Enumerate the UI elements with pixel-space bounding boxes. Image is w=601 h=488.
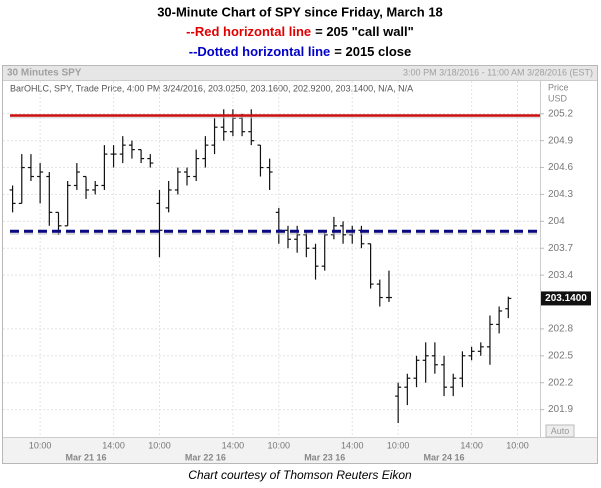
y-tick-label: 203.7 [548,243,573,254]
subtitle-highlight: --Dotted horizontal line [189,44,331,59]
y-axis-label: Price [548,82,569,92]
subtitle-highlight: --Red horizontal line [186,24,311,39]
x-tick-label: 10:00 [387,440,410,450]
subtitle-rest: = 2015 close [334,44,411,59]
y-tick-label: 202.8 [548,324,573,335]
grid [3,81,540,437]
subtitle: --Red horizontal line = 205 "call wall" [186,24,414,39]
y-tick-label: 204.3 [548,189,573,200]
auto-button[interactable] [545,424,575,438]
x-tick-label: 10:00 [506,440,529,450]
chart-title: 30-Minute Chart of SPY since Friday, Mar… [157,4,443,19]
x-tick-label: 14:00 [460,440,483,450]
x-tick-label: 14:00 [102,440,125,450]
x-date-label: Mar 23 16 [304,452,345,462]
last-price-label: 203.1400 [545,293,587,304]
last-price-box [541,291,591,306]
y-tick-label: 205.2 [548,108,573,119]
marks [9,109,512,424]
y-tick-label: 202.2 [548,377,573,388]
y-tick-label: 204.9 [548,135,573,146]
range-label: 3:00 PM 3/18/2016 - 11:00 AM 3/28/2016 (… [403,67,593,77]
panel-title: 30 Minutes SPY [7,68,82,79]
y-axis-label: USD [548,93,568,103]
subtitle-rest: = 205 "call wall" [315,24,414,39]
y-tick-label: 203.4 [548,270,573,281]
y-tick-label: 201.9 [548,404,573,415]
x-date-label: Mar 21 16 [66,452,107,462]
y-tick-label: 204 [548,216,565,227]
auto-button-label[interactable]: Auto [551,426,570,436]
x-tick-label: 10:00 [148,440,171,450]
x-axis-band [3,437,597,463]
panel-header [3,66,597,80]
legend-text: BarOHLC, SPY, Trade Price, 4:00 PM 3/24/… [10,83,413,93]
x-tick-label: 14:00 [222,440,245,450]
y-tick-label: 202.5 [548,350,573,361]
x-date-label: Mar 22 16 [185,452,226,462]
subtitle: --Dotted horizontal line = 2015 close [189,44,412,59]
x-tick-label: 14:00 [341,440,364,450]
x-tick-label: 10:00 [29,440,52,450]
y-tick-label: 204.6 [548,162,573,173]
chart-frame [2,65,598,464]
footer: Chart courtesy of Thomson Reuters Eikon [188,468,412,482]
x-date-label: Mar 24 16 [424,452,465,462]
x-tick-label: 10:00 [268,440,291,450]
